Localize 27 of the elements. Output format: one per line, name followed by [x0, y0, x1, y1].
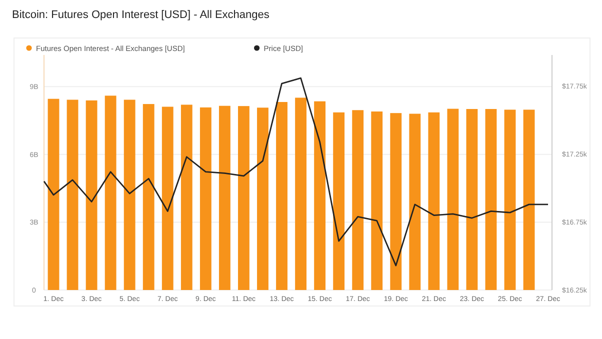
chart-title: Bitcoin: Futures Open Interest [USD] - All Exchanges	[12, 9, 270, 21]
bar	[218, 106, 230, 290]
bar	[352, 110, 364, 290]
bar	[162, 106, 174, 290]
bar	[180, 104, 192, 290]
bar	[466, 109, 478, 290]
bar	[48, 98, 60, 290]
bar	[504, 110, 516, 290]
bar	[447, 108, 459, 290]
bar	[428, 112, 440, 290]
bar	[485, 109, 497, 290]
bar	[200, 107, 212, 290]
bar	[238, 106, 250, 290]
bar	[66, 100, 78, 290]
bar	[371, 111, 383, 290]
bar	[333, 112, 345, 290]
bar	[124, 100, 136, 290]
bar	[390, 113, 402, 290]
bar	[104, 96, 116, 290]
bar	[523, 110, 535, 290]
bar	[295, 98, 306, 290]
bar	[276, 102, 288, 290]
bar	[409, 114, 421, 290]
bar	[257, 108, 268, 290]
bar	[314, 101, 326, 290]
bar	[142, 104, 154, 290]
bar	[86, 100, 98, 290]
